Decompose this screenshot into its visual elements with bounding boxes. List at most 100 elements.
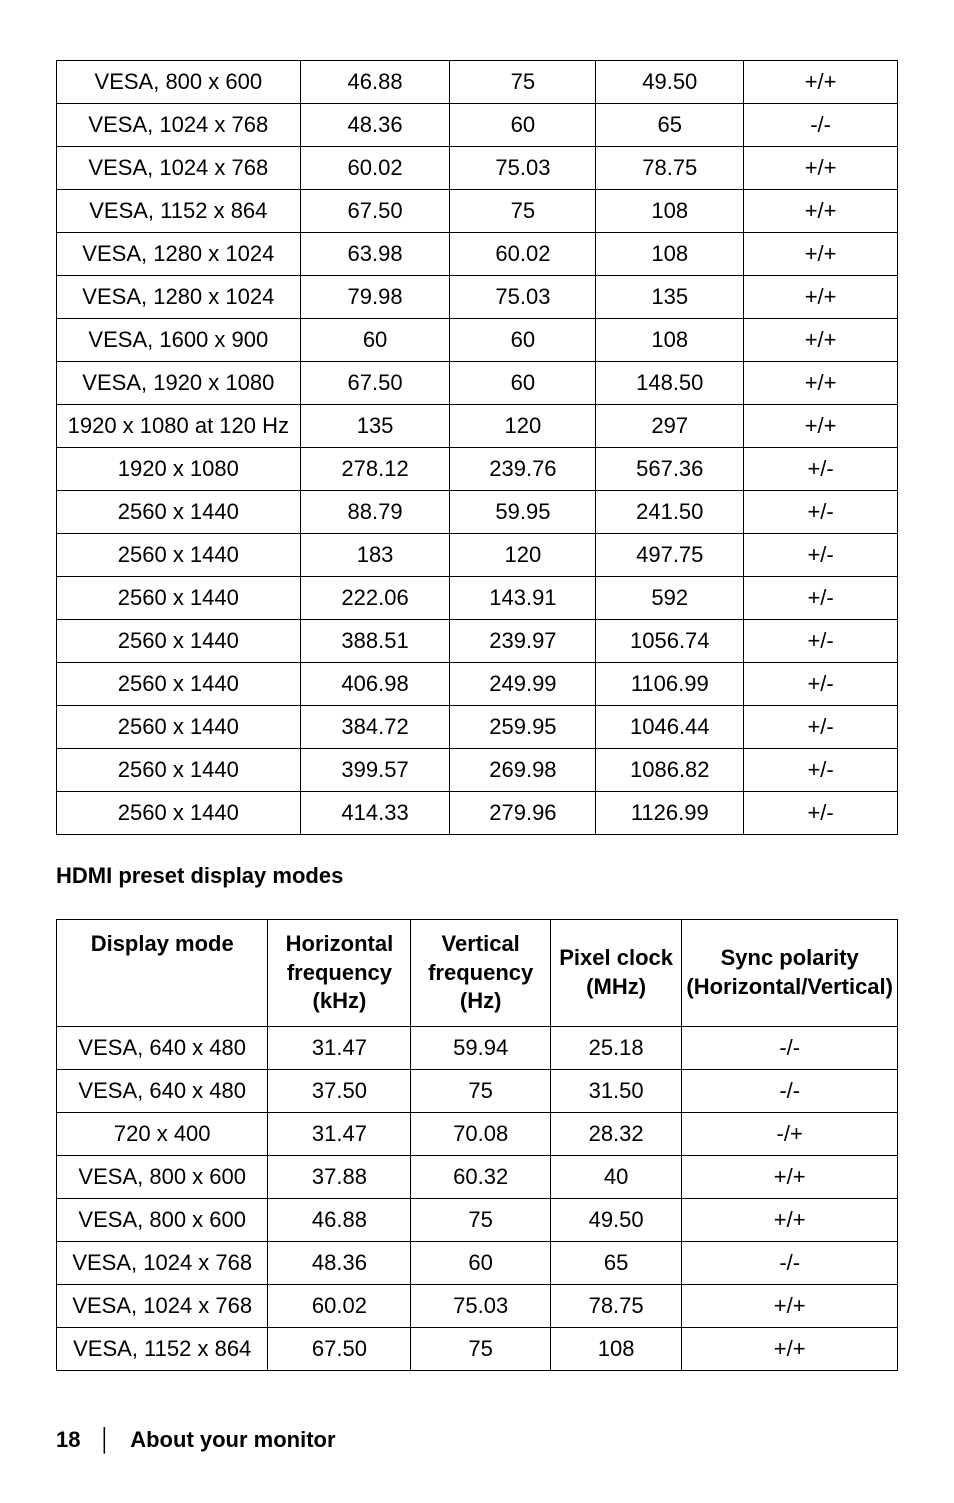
- header-pixel: Pixel clock (MHz): [550, 920, 682, 1027]
- cell-sync: +/-: [744, 749, 898, 792]
- cell-vfreq: 239.76: [450, 448, 596, 491]
- table-row: 2560 x 1440388.51239.971056.74+/-: [57, 620, 898, 663]
- cell-pixel: 108: [596, 319, 744, 362]
- cell-hfreq: 183: [300, 534, 450, 577]
- cell-sync: +/+: [744, 61, 898, 104]
- cell-mode: 2560 x 1440: [57, 663, 301, 706]
- table-row: VESA, 1920 x 108067.5060148.50+/+: [57, 362, 898, 405]
- cell-sync: -/-: [682, 1241, 898, 1284]
- header-hfreq: Horizontal frequency (kHz): [268, 920, 411, 1027]
- cell-pixel: 1046.44: [596, 706, 744, 749]
- cell-pixel: 40: [550, 1155, 682, 1198]
- cell-vfreq: 75.03: [450, 147, 596, 190]
- cell-sync: +/+: [682, 1198, 898, 1241]
- cell-vfreq: 75: [411, 1327, 550, 1370]
- table-row: VESA, 640 x 48031.4759.9425.18-/-: [57, 1026, 898, 1069]
- cell-hfreq: 31.47: [268, 1112, 411, 1155]
- cell-hfreq: 60.02: [268, 1284, 411, 1327]
- cell-vfreq: 60: [450, 362, 596, 405]
- cell-pixel: 241.50: [596, 491, 744, 534]
- table-row: 720 x 40031.4770.0828.32-/+: [57, 1112, 898, 1155]
- cell-pixel: 28.32: [550, 1112, 682, 1155]
- cell-mode: VESA, 640 x 480: [57, 1069, 268, 1112]
- cell-vfreq: 75.03: [411, 1284, 550, 1327]
- table-row: 2560 x 144088.7959.95241.50+/-: [57, 491, 898, 534]
- header-mode: Display mode: [57, 920, 268, 1027]
- cell-vfreq: 70.08: [411, 1112, 550, 1155]
- cell-mode: 2560 x 1440: [57, 534, 301, 577]
- cell-pixel: 108: [550, 1327, 682, 1370]
- cell-mode: 2560 x 1440: [57, 749, 301, 792]
- cell-vfreq: 60: [450, 104, 596, 147]
- cell-sync: +/+: [744, 190, 898, 233]
- cell-hfreq: 222.06: [300, 577, 450, 620]
- cell-sync: -/-: [744, 104, 898, 147]
- page-footer: 18 │ About your monitor: [56, 1427, 898, 1453]
- cell-hfreq: 67.50: [268, 1327, 411, 1370]
- cell-vfreq: 75: [411, 1198, 550, 1241]
- cell-vfreq: 259.95: [450, 706, 596, 749]
- table-row: 2560 x 1440183120497.75+/-: [57, 534, 898, 577]
- cell-mode: VESA, 640 x 480: [57, 1026, 268, 1069]
- cell-sync: +/-: [744, 792, 898, 835]
- cell-vfreq: 249.99: [450, 663, 596, 706]
- table-row: VESA, 800 x 60037.8860.3240+/+: [57, 1155, 898, 1198]
- table-row: VESA, 800 x 60046.887549.50+/+: [57, 1198, 898, 1241]
- header-vfreq: Vertical frequency (Hz): [411, 920, 550, 1027]
- cell-sync: -/-: [682, 1026, 898, 1069]
- cell-hfreq: 414.33: [300, 792, 450, 835]
- cell-hfreq: 37.50: [268, 1069, 411, 1112]
- table-row: VESA, 1600 x 9006060108+/+: [57, 319, 898, 362]
- cell-vfreq: 75.03: [450, 276, 596, 319]
- cell-sync: +/+: [682, 1284, 898, 1327]
- cell-pixel: 49.50: [596, 61, 744, 104]
- table-row: VESA, 1280 x 102463.9860.02108+/+: [57, 233, 898, 276]
- cell-sync: +/+: [744, 319, 898, 362]
- table-row: VESA, 1024 x 76848.366065-/-: [57, 1241, 898, 1284]
- cell-sync: -/-: [682, 1069, 898, 1112]
- table-row: VESA, 800 x 60046.887549.50+/+: [57, 61, 898, 104]
- cell-sync: +/-: [744, 620, 898, 663]
- table-row: 2560 x 1440222.06143.91592+/-: [57, 577, 898, 620]
- cell-pixel: 592: [596, 577, 744, 620]
- cell-mode: VESA, 800 x 600: [57, 1198, 268, 1241]
- cell-mode: VESA, 1280 x 1024: [57, 233, 301, 276]
- cell-sync: +/-: [744, 491, 898, 534]
- cell-hfreq: 406.98: [300, 663, 450, 706]
- table-row: 2560 x 1440384.72259.951046.44+/-: [57, 706, 898, 749]
- cell-vfreq: 59.95: [450, 491, 596, 534]
- footer-separator: │: [98, 1427, 112, 1453]
- table-row: VESA, 1024 x 76860.0275.0378.75+/+: [57, 1284, 898, 1327]
- table-row: 2560 x 1440414.33279.961126.99+/-: [57, 792, 898, 835]
- cell-vfreq: 239.97: [450, 620, 596, 663]
- cell-hfreq: 46.88: [300, 61, 450, 104]
- table-row: 2560 x 1440406.98249.991106.99+/-: [57, 663, 898, 706]
- cell-vfreq: 75: [450, 190, 596, 233]
- cell-mode: VESA, 1920 x 1080: [57, 362, 301, 405]
- display-modes-table-1: VESA, 800 x 60046.887549.50+/+VESA, 1024…: [56, 60, 898, 835]
- cell-sync: +/+: [682, 1327, 898, 1370]
- cell-vfreq: 75: [411, 1069, 550, 1112]
- cell-pixel: 135: [596, 276, 744, 319]
- cell-vfreq: 120: [450, 534, 596, 577]
- cell-sync: +/+: [744, 405, 898, 448]
- cell-sync: +/-: [744, 663, 898, 706]
- cell-mode: 1920 x 1080: [57, 448, 301, 491]
- cell-pixel: 31.50: [550, 1069, 682, 1112]
- cell-mode: VESA, 1024 x 768: [57, 1284, 268, 1327]
- cell-vfreq: 269.98: [450, 749, 596, 792]
- cell-sync: +/+: [744, 362, 898, 405]
- table-row: VESA, 640 x 48037.507531.50-/-: [57, 1069, 898, 1112]
- cell-hfreq: 48.36: [300, 104, 450, 147]
- cell-sync: +/-: [744, 534, 898, 577]
- cell-vfreq: 75: [450, 61, 596, 104]
- display-modes-table-2: Display modeHorizontal frequency (kHz)Ve…: [56, 919, 898, 1371]
- cell-vfreq: 143.91: [450, 577, 596, 620]
- cell-mode: 2560 x 1440: [57, 706, 301, 749]
- table-row: VESA, 1152 x 86467.5075108+/+: [57, 190, 898, 233]
- cell-pixel: 1086.82: [596, 749, 744, 792]
- table-header-row: Display modeHorizontal frequency (kHz)Ve…: [57, 920, 898, 1027]
- cell-sync: +/-: [744, 706, 898, 749]
- cell-pixel: 297: [596, 405, 744, 448]
- cell-pixel: 148.50: [596, 362, 744, 405]
